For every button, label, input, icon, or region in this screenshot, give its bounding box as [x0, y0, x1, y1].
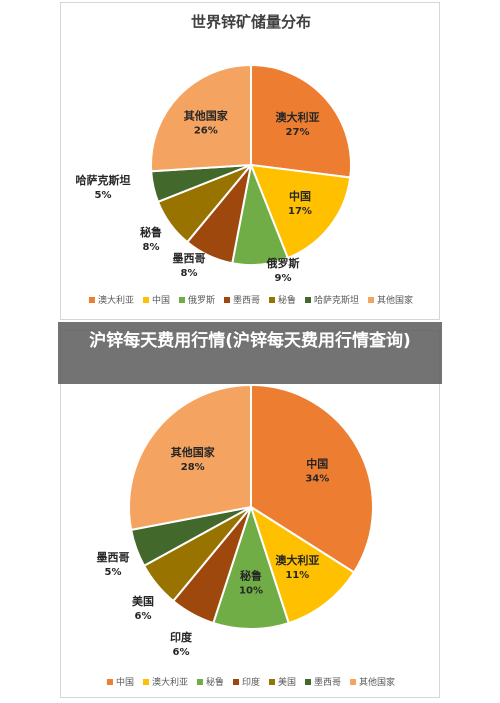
legend-swatch — [305, 679, 312, 685]
legend-item: 中国 — [116, 676, 134, 688]
legend-item: 哈萨克斯坦 — [314, 294, 359, 306]
legend-swatch — [88, 297, 95, 303]
legend-item: 澳大利亚 — [152, 676, 188, 688]
slice-value: 28% — [181, 462, 205, 473]
slice-value: 34% — [305, 474, 329, 485]
chart-title: 世界锌矿储量分布 — [191, 13, 311, 31]
slice-value: 11% — [285, 570, 309, 581]
legend-item: 印度 — [242, 676, 260, 688]
legend-swatch — [305, 297, 312, 303]
slice-value: 10% — [239, 586, 263, 597]
chart-panel-zinc-reserves: 世界锌矿储量分布澳大利亚 27% 中国 17% 俄罗斯 9% 墨西哥 8% 秘鲁 8% 哈萨克斯坦 5… — [60, 2, 440, 320]
slice-label: 俄罗斯 — [266, 256, 300, 270]
pie-slice — [250, 63, 352, 179]
slice-value: 8% — [181, 268, 198, 279]
pie-slice — [150, 63, 252, 173]
pie-slice — [212, 503, 290, 630]
article-title: 沪锌每天费用行情(沪锌每天费用行情查询) — [89, 331, 411, 351]
slice-label: 秘鲁 — [240, 569, 262, 583]
slice-label: 墨西哥 — [173, 252, 206, 265]
legend-swatch — [178, 297, 185, 303]
slice-label: 澳大利亚 — [276, 110, 320, 124]
legend-item: 秘鲁 — [206, 676, 224, 688]
pie-slice — [128, 383, 252, 532]
legend-item: 中国 — [152, 294, 170, 306]
slice-label: 其他国家 — [171, 445, 216, 459]
slice-value: 9% — [275, 273, 292, 284]
slice-value: 27% — [286, 127, 310, 138]
slice-value: 17% — [288, 206, 312, 217]
slice-value: 8% — [143, 242, 160, 253]
slice-value: 6% — [173, 647, 190, 658]
legend-swatch — [269, 679, 276, 685]
slice-label: 墨西哥 — [97, 551, 130, 564]
legend-swatch — [350, 679, 357, 685]
pie-chart-production: 中国34%澳大利亚11%秘鲁10%印度6%美国6%墨西哥5%其他国家28%中国澳… — [97, 383, 395, 688]
slice-label: 澳大利亚 — [275, 553, 319, 567]
legend-item: 澳大利亚 — [98, 294, 134, 306]
legend-item: 其他国家 — [359, 676, 395, 688]
slice-label: 秘鲁 — [140, 225, 162, 239]
legend-item: 美国 — [278, 676, 296, 688]
legend-item: 俄罗斯 — [188, 294, 215, 306]
pie-slice — [249, 163, 352, 260]
slice-value: 6% — [135, 611, 152, 622]
legend-swatch — [223, 297, 230, 303]
legend-swatch — [368, 297, 375, 303]
legend-item: 其他国家 — [377, 294, 413, 306]
legend-item: 墨西哥 — [314, 677, 341, 688]
article-title-overlay: 沪锌每天费用行情(沪锌每天费用行情查询) — [58, 322, 442, 384]
legend-swatch — [142, 679, 149, 685]
pie-slice — [249, 504, 356, 625]
legend: 中国 澳大利亚 秘鲁 印度 美国 墨西哥 其他国家 — [106, 676, 395, 688]
slice-value: 5% — [105, 567, 122, 578]
slice-label: 美国 — [132, 594, 154, 608]
slice-value: 5% — [95, 190, 112, 201]
legend-swatch — [232, 679, 239, 685]
slice-label: 其他国家 — [184, 109, 229, 123]
slice-label: 中国 — [289, 189, 311, 203]
slice-label: 哈萨克斯坦 — [76, 173, 131, 187]
legend-swatch — [106, 679, 113, 685]
legend-swatch — [196, 679, 203, 685]
legend: 澳大利亚 中国 俄罗斯 墨西哥 秘鲁 哈萨克斯坦 其他国家 — [88, 294, 413, 306]
slice-label: 印度 — [170, 630, 193, 644]
chart-panel-zinc-production: 中国 34% 澳大利亚 11% 秘鲁 10% 印度 6% 美国 6% 墨西哥 5% 其他国家 28% 中国澳… — [60, 330, 440, 698]
legend-item: 墨西哥 — [233, 295, 260, 306]
legend-swatch — [142, 297, 149, 303]
legend-swatch — [269, 297, 276, 303]
legend-item: 秘鲁 — [278, 294, 296, 306]
slice-value: 26% — [194, 126, 218, 137]
slice-label: 中国 — [306, 457, 328, 471]
